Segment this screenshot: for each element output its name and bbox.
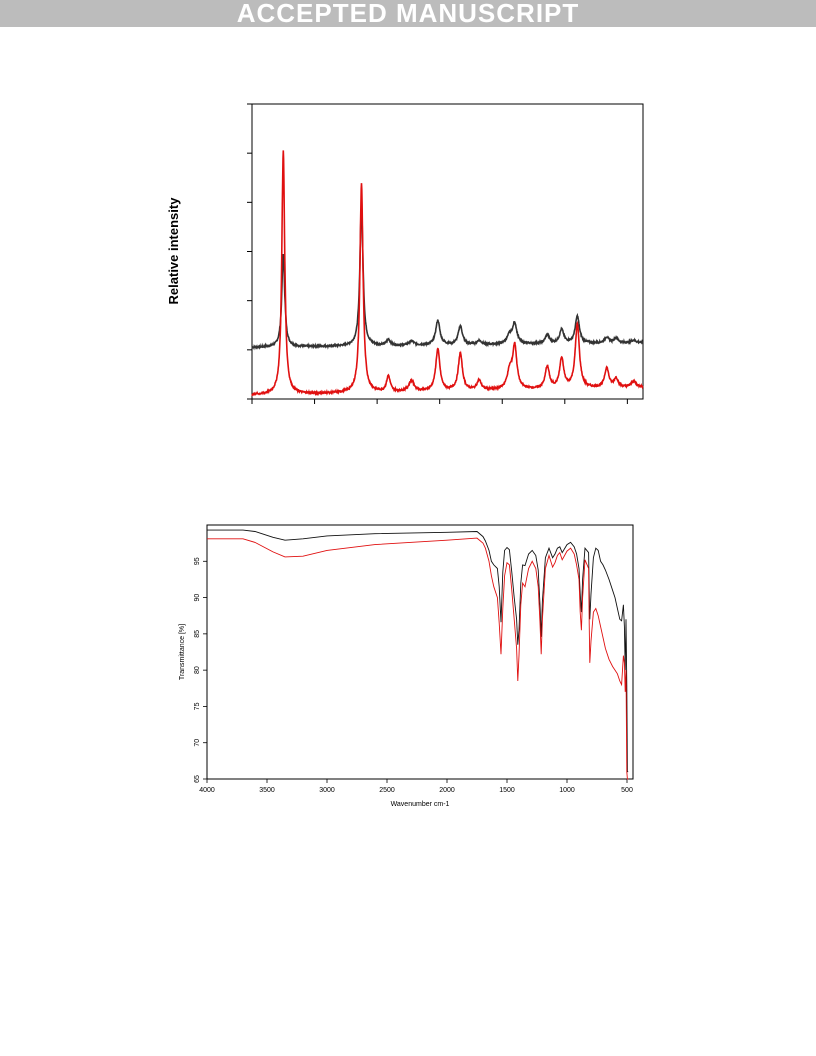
chart2-y-tick-label: 80 [194, 666, 201, 674]
chart2-series-red [207, 537, 629, 780]
chart2-ticks: 4000 3500 3000 2500 2000 1500 1000 500 65 70 75 80 8… [194, 557, 633, 794]
chart2-x-tick-label: 3500 [259, 787, 275, 794]
chart1-series-black [251, 206, 644, 351]
chart2-y-tick-label: 85 [194, 630, 201, 638]
chart1-y-axis-label: Relative intensity [166, 197, 181, 305]
chart2-x-axis-label: Wavenumber cm-1 [391, 801, 450, 808]
chart2-x-tick-label: 2000 [439, 787, 455, 794]
chart2-y-tick-label: 65 [194, 775, 201, 783]
chart2-y-tick-label: 70 [194, 739, 201, 747]
chart2-x-tick-label: 1500 [499, 787, 515, 794]
chart2-y-tick-label: 90 [194, 594, 201, 602]
accepted-manuscript-banner: ACCEPTED MANUSCRIPT [0, 0, 816, 27]
chart2-x-tick-label: 2500 [379, 787, 395, 794]
chart1-series-red [251, 150, 644, 397]
chart1-ticks [247, 103, 628, 404]
chart2-x-tick-label: 4000 [199, 787, 215, 794]
chart1-series-group [251, 150, 644, 397]
chart2-series-group [207, 529, 629, 780]
chart2-x-tick-label: 3000 [319, 787, 335, 794]
chart2-y-tick-label: 75 [194, 702, 201, 710]
chart2-plot-frame [206, 524, 634, 780]
chart2-x-tick-label: 1000 [559, 787, 575, 794]
chart2-y-tick-label: 95 [194, 557, 201, 565]
chart2-x-tick-label: 500 [621, 787, 633, 794]
chart2-series-black [207, 529, 629, 773]
chart2-y-axis-label: Transmittance [%] [179, 624, 186, 680]
